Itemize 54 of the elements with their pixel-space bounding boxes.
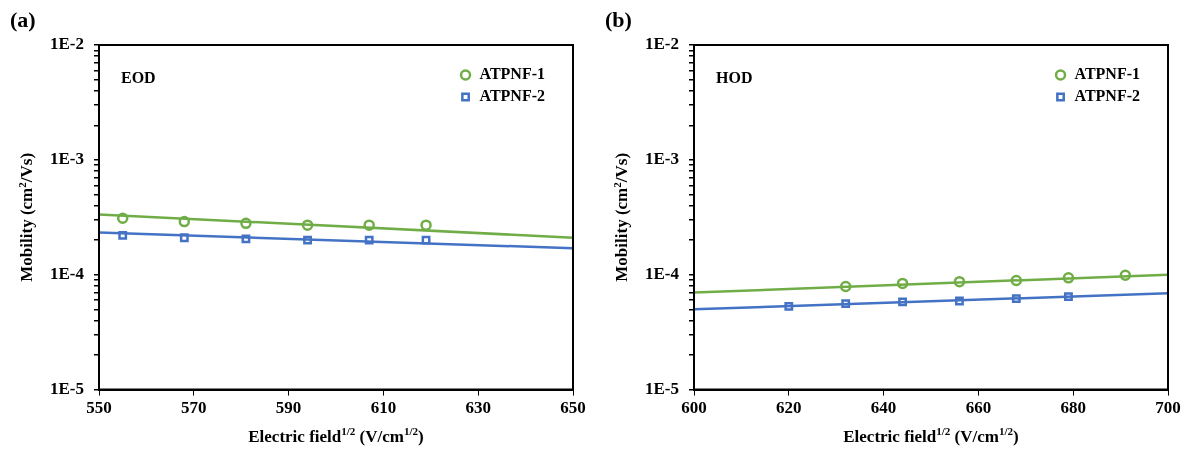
legend-label: ATPNF-1 [479,65,545,83]
y-tick-label: 1E-4 [645,264,680,284]
point [955,296,964,306]
x-tick-label: 660 [965,398,992,418]
x-tick-label: 600 [681,398,707,418]
x-tick-label: 620 [776,398,802,418]
x-tick-label: 610 [370,398,397,418]
y-axis-title: Mobility (cm2/Vs) [15,152,37,282]
point [1010,274,1023,287]
y-tick-label: 1E-3 [50,149,84,169]
point [1119,269,1132,281]
x-tick-label: 680 [1060,398,1086,418]
point [421,235,431,245]
point [841,299,851,309]
point [1011,294,1021,304]
x-tick-label: 650 [560,398,586,418]
point [116,212,129,225]
point [898,297,907,307]
legend-label: ATPNF-1 [1074,65,1140,83]
point [420,219,432,231]
annotation: HOD [716,69,753,87]
legend-label: ATPNF-2 [479,87,545,105]
point [896,277,909,290]
point [301,219,314,231]
y-tick-label: 1E-5 [645,378,679,398]
x-tick-label: 700 [1155,398,1181,418]
x-tick-label: 550 [86,398,112,418]
y-tick-label: 1E-3 [645,149,679,169]
point [1064,292,1073,302]
legend-label: ATPNF-2 [1074,87,1140,105]
point [364,235,374,245]
x-tick-label: 590 [275,398,302,418]
y-tick-label: 1E-5 [50,378,84,398]
point [118,230,128,240]
point [179,233,189,243]
point [303,235,312,245]
y-axis-title: Mobility (cm2/Vs) [610,152,632,282]
y-tick-label: 1E-2 [50,34,84,54]
point [363,219,375,231]
annotation: EOD [121,69,156,87]
chart-title: (a) [10,6,36,32]
x-tick-label: 640 [870,398,897,418]
point [953,275,966,288]
chart-title: (b) [605,6,632,32]
x-tick-label: 570 [181,398,207,418]
point [839,280,852,293]
point [1062,272,1075,284]
point [178,215,191,228]
point [784,301,794,311]
y-tick-label: 1E-2 [645,34,679,54]
point [241,234,251,244]
y-tick-label: 1E-4 [50,264,85,284]
x-tick-label: 630 [465,398,491,418]
point [240,217,252,230]
